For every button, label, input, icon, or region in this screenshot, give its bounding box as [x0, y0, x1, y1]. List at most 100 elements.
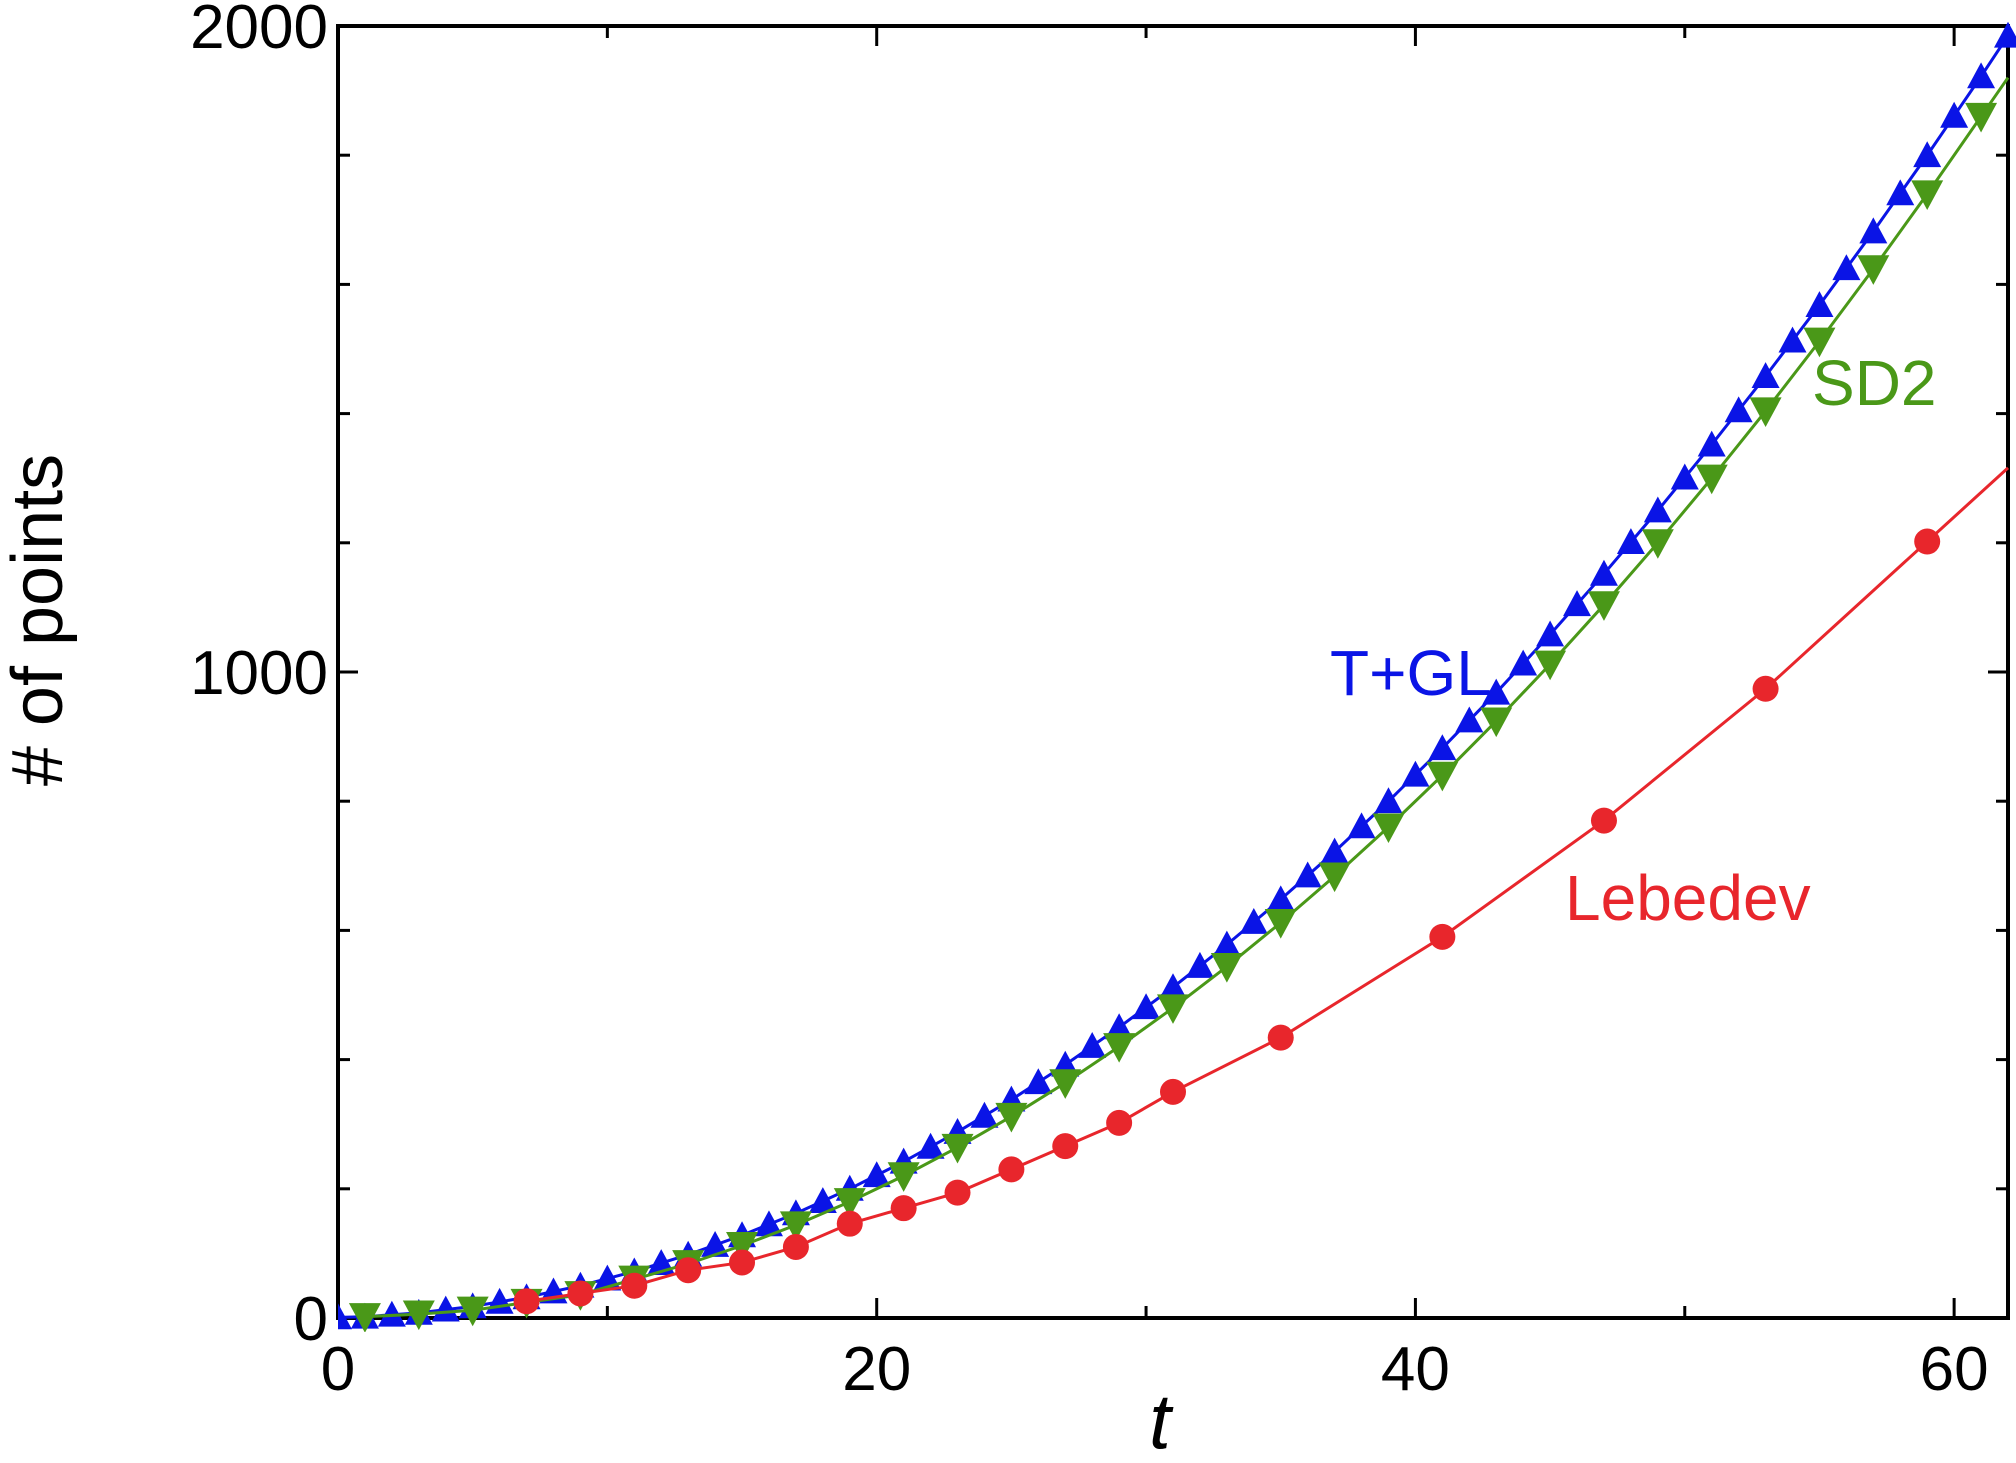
x-axis-label: t [1149, 1377, 1174, 1458]
point-t-gl [862, 1161, 891, 1188]
point-sd2 [1157, 994, 1189, 1024]
point-lebedev [944, 1179, 971, 1206]
point-t-gl [1078, 1032, 1107, 1058]
axes-group: 0 20 40 60 0 1000 2000 [190, 0, 2010, 1404]
point-sd2 [348, 1303, 381, 1332]
point-lebedev [513, 1288, 540, 1315]
point-t-gl [1589, 559, 1618, 586]
point-lebedev [1052, 1133, 1079, 1160]
point-lebedev [890, 1195, 917, 1222]
point-sd2 [1103, 1033, 1136, 1063]
point-sd2 [941, 1133, 974, 1164]
point-t-gl [1940, 101, 1969, 128]
point-lebedev [1429, 923, 1456, 950]
point-sd2 [1911, 180, 1944, 210]
point-lebedev [1752, 675, 1779, 702]
point-sd2 [1210, 952, 1243, 983]
point-lebedev [1914, 528, 1941, 555]
point-sd2 [1857, 255, 1890, 285]
point-t-gl [916, 1132, 945, 1159]
point-sd2 [402, 1300, 435, 1331]
series-sd2 [348, 76, 2010, 1332]
text-group: t # of points T+GL SD2 Lebedev [0, 347, 1937, 1463]
point-lebedev [836, 1210, 863, 1237]
point-t-gl [1024, 1068, 1053, 1095]
point-sd2 [1372, 813, 1405, 844]
point-sd2 [779, 1211, 812, 1241]
point-t-gl [1482, 678, 1511, 705]
point-sd2 [1049, 1069, 1082, 1099]
series-t-gl [338, 21, 2016, 1330]
point-lebedev [782, 1233, 809, 1260]
point-t-gl [1913, 141, 1942, 168]
point-t-gl [1886, 179, 1915, 206]
point-t-gl [1509, 649, 1538, 676]
x-tick-label: 0 [321, 1335, 355, 1404]
point-t-gl [1778, 326, 1807, 353]
point-t-gl [1805, 291, 1834, 317]
point-sd2 [995, 1102, 1028, 1133]
point-t-gl [1185, 951, 1214, 978]
y-axis-label: # of points [0, 454, 78, 786]
point-lebedev [729, 1249, 756, 1276]
point-t-gl [377, 1300, 406, 1327]
point-sd2 [456, 1296, 489, 1327]
point-t-gl [1536, 620, 1565, 647]
series-lebedev [513, 466, 2010, 1315]
point-lebedev [1160, 1078, 1186, 1105]
point-t-gl [1697, 430, 1726, 457]
x-tick-label: 60 [1920, 1335, 1989, 1404]
point-t-gl [1401, 760, 1430, 787]
point-lebedev [1267, 1024, 1294, 1051]
point-sd2 [1534, 650, 1567, 681]
point-lebedev [998, 1156, 1025, 1183]
series-group [338, 21, 2016, 1332]
point-sd2 [1695, 464, 1728, 495]
point-t-gl [1347, 812, 1376, 839]
point-t-gl [1670, 463, 1699, 490]
point-t-gl [1751, 362, 1780, 389]
point-lebedev [675, 1257, 702, 1284]
y-tick-label: 2000 [190, 0, 328, 62]
point-t-gl [1428, 734, 1457, 761]
plot-frame [336, 24, 2010, 1320]
point-t-gl [1374, 787, 1403, 814]
series-line-t-gl [338, 34, 2010, 1319]
x-tick-label: 40 [1381, 1335, 1450, 1404]
point-sd2 [1965, 102, 1998, 133]
point-t-gl [1455, 706, 1484, 733]
point-t-gl [1724, 396, 1753, 423]
point-sd2 [726, 1232, 759, 1262]
point-sd2 [1641, 529, 1674, 559]
label-sd2: SD2 [1812, 347, 1937, 419]
point-t-gl [701, 1231, 730, 1257]
point-t-gl [1159, 973, 1187, 1000]
point-t-gl [1320, 837, 1349, 864]
point-t-gl [1994, 21, 2016, 48]
point-t-gl [431, 1295, 460, 1322]
point-t-gl [1643, 496, 1672, 523]
point-sd2 [1587, 591, 1620, 621]
point-t-gl [1832, 254, 1861, 281]
point-lebedev [1106, 1109, 1133, 1136]
point-sd2 [1749, 397, 1782, 428]
point-t-gl [1563, 590, 1592, 617]
y-tick-label: 1000 [190, 639, 328, 708]
label-t-gl: T+GL [1330, 637, 1492, 709]
x-tick-label: 20 [842, 1335, 911, 1404]
point-t-gl [338, 1303, 352, 1330]
point-t-gl [1132, 993, 1161, 1020]
point-sd2 [1803, 327, 1836, 358]
point-t-gl [1616, 528, 1645, 555]
point-t-gl [1266, 885, 1295, 912]
label-lebedev: Lebedev [1565, 862, 1811, 934]
point-lebedev [567, 1280, 594, 1307]
y-tick-label: 0 [294, 1285, 328, 1354]
point-t-gl [808, 1187, 837, 1213]
point-t-gl [1212, 930, 1241, 957]
point-t-gl [1859, 217, 1888, 244]
point-sd2 [1318, 862, 1351, 893]
point-sd2 [1264, 909, 1297, 939]
